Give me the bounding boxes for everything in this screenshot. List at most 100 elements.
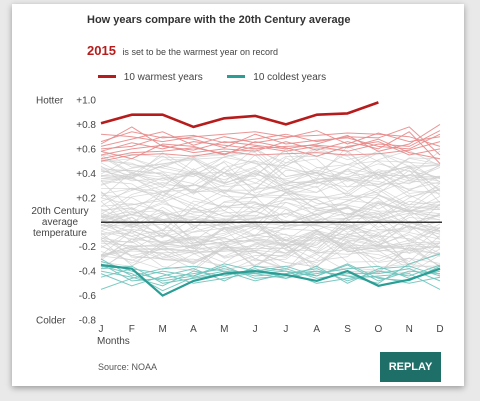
background-line (100, 150, 441, 185)
x-tick-label: D (436, 324, 443, 335)
warm-year-line (100, 123, 441, 152)
cold-year-line (100, 265, 441, 284)
x-tick-label: M (220, 324, 228, 335)
warm-year-line (100, 131, 441, 164)
legend-label-warmest: 10 warmest years (123, 72, 203, 83)
background-line (100, 233, 441, 261)
background-line (100, 165, 441, 194)
background-line (100, 169, 441, 198)
background-line (100, 216, 441, 251)
background-line (100, 150, 441, 185)
background-line (101, 236, 441, 265)
y-tick-label: +0.2 (76, 193, 96, 204)
y-tick-label: -0.8 (79, 316, 97, 327)
background-line (100, 147, 441, 179)
background-line (100, 154, 441, 189)
chart-card (12, 4, 464, 386)
subtitle-text: is set to be the warmest year on record (122, 47, 279, 57)
warm-year-line (100, 141, 441, 160)
cold-year-line (100, 264, 441, 297)
y-label-colder: Colder (36, 316, 66, 327)
legend-swatch-warmest (98, 74, 116, 78)
background-line (100, 241, 441, 269)
warm-year-line (100, 126, 441, 156)
baseline-label-line: average (42, 217, 79, 228)
y-label-hotter: Hotter (36, 96, 64, 107)
background-line (100, 180, 441, 213)
legend-label-coldest: 10 coldest years (253, 72, 327, 83)
highlight-2015-line (100, 101, 379, 129)
warm-year-line (100, 133, 441, 150)
x-tick-label: J (283, 324, 288, 335)
x-axis-label: Months (97, 336, 130, 347)
background-line (100, 183, 441, 212)
background-line (100, 241, 441, 270)
background-line (100, 222, 441, 250)
background-line (100, 184, 441, 212)
y-axis: +1.0 +0.8 +0.6 +0.4 +0.2 -0.2 -0.4 -0.6 -0.8 Hott… (36, 96, 96, 327)
y-tick-label: +0.8 (76, 120, 96, 131)
chart-title: How years compare with the 20th Century … (87, 14, 351, 26)
subtitle-year: 2015 (87, 43, 116, 58)
background-line (100, 200, 441, 232)
background-line (100, 230, 441, 260)
cold-year-line (100, 263, 441, 290)
chart-subtitle: 2015 is set to be the warmest year on re… (87, 43, 278, 58)
baseline-label-line: temperature (33, 228, 87, 239)
background-line (100, 166, 441, 199)
legend-item-coldest: 10 coldest years (227, 72, 326, 83)
legend-swatch-coldest (227, 74, 246, 78)
background-line (100, 238, 441, 268)
background-line (100, 220, 441, 254)
warm-year-line (100, 130, 441, 160)
background-line (100, 242, 441, 270)
background-line (100, 230, 441, 256)
x-axis: J F M A M J J A S O N D Months (97, 324, 444, 347)
background-line (100, 194, 441, 227)
x-tick-label: A (313, 324, 320, 335)
warm-year-line (100, 138, 441, 160)
background-line (100, 213, 441, 246)
warm-year-line (100, 130, 441, 147)
background-line (100, 168, 441, 198)
coldest-years (100, 253, 441, 297)
y-tick-label: +0.4 (76, 169, 96, 180)
background-line (100, 229, 441, 258)
y-tick-label: -0.4 (79, 267, 97, 278)
background-line (100, 164, 441, 195)
y-tick-label: +0.6 (76, 144, 96, 155)
replay-button[interactable]: REPLAY (380, 352, 441, 382)
background-line (100, 191, 441, 224)
background-line (100, 150, 441, 179)
cold-year-line-bold (100, 263, 441, 297)
background-line (100, 207, 441, 233)
background-line (100, 206, 441, 237)
x-tick-label: J (99, 324, 104, 335)
x-tick-label: N (406, 324, 413, 335)
background-line (100, 223, 441, 254)
highlight-series (100, 101, 379, 129)
background-line (100, 196, 441, 230)
y-tick-label: -0.2 (79, 242, 97, 253)
background-line (100, 223, 441, 257)
background-line (100, 211, 441, 239)
x-tick-label: S (344, 324, 351, 335)
background-line (100, 191, 441, 226)
background-line (100, 220, 441, 251)
x-tick-label: M (158, 324, 166, 335)
cold-year-line (100, 253, 441, 284)
x-tick-label: F (129, 324, 135, 335)
background-line (100, 147, 441, 180)
warmest-years (100, 123, 441, 164)
chart-legend: 10 warmest years 10 coldest years (98, 72, 348, 83)
background-line (100, 157, 441, 192)
background-line (100, 227, 441, 260)
background-line (100, 191, 441, 221)
x-tick-label: A (190, 324, 197, 335)
y-tick-label: +1.0 (76, 96, 96, 107)
warm-year-line (100, 141, 441, 162)
x-tick-label: O (374, 324, 382, 335)
y-tick-label: -0.6 (79, 291, 97, 302)
